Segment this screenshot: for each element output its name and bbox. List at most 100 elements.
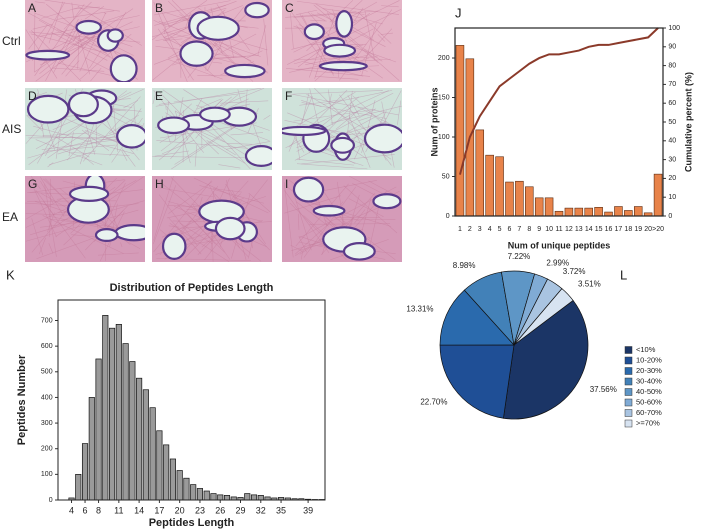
fiber xyxy=(70,152,130,156)
fiber xyxy=(38,237,46,255)
fiber xyxy=(218,164,241,169)
x-tick-label: 17 xyxy=(615,226,623,233)
fiber xyxy=(293,109,376,122)
fiber xyxy=(315,75,359,80)
bar xyxy=(574,207,584,217)
x-tick-label: 11 xyxy=(555,226,562,233)
gland xyxy=(244,1,270,19)
plot-frame xyxy=(57,299,326,501)
x-tick-label: 20 xyxy=(644,226,652,233)
cumulative-line xyxy=(458,27,659,175)
legend-label: 40-50% xyxy=(636,387,662,396)
histology-image: F xyxy=(282,88,402,170)
fiber xyxy=(293,56,378,61)
fiber xyxy=(33,125,134,154)
fiber xyxy=(32,23,53,30)
bar xyxy=(129,361,136,501)
fiber xyxy=(322,90,393,105)
y2-tick-label: 40 xyxy=(668,138,676,145)
fiber xyxy=(397,100,402,125)
fiber xyxy=(290,13,294,49)
fiber xyxy=(48,243,54,254)
fiber xyxy=(225,141,271,150)
fiber xyxy=(292,189,312,251)
bar xyxy=(190,484,197,501)
image-panel-label: I xyxy=(285,177,288,191)
fiber xyxy=(285,91,356,133)
histology-image: C xyxy=(282,0,402,82)
fiber xyxy=(301,154,395,165)
y-tick-label: 0 xyxy=(49,497,53,504)
bar xyxy=(455,45,465,217)
fiber xyxy=(35,139,103,166)
x-tick-label: 2 xyxy=(468,226,472,233)
fiber xyxy=(120,242,123,248)
gland xyxy=(106,28,124,43)
fiber xyxy=(237,89,242,103)
fiber xyxy=(153,1,188,82)
image-panel-label: B xyxy=(155,1,163,15)
gland xyxy=(292,176,325,203)
y2-tick-label: 30 xyxy=(668,156,676,163)
x-tick-label: 15 xyxy=(595,226,603,233)
fiber xyxy=(73,6,100,10)
bar xyxy=(653,173,663,217)
gland xyxy=(214,216,246,241)
fiber xyxy=(354,209,366,224)
y-tick-label: 150 xyxy=(438,94,450,101)
fiber xyxy=(27,12,110,58)
fiber xyxy=(84,129,118,143)
fiber xyxy=(153,19,167,27)
x-tick-label: 8 xyxy=(527,226,531,233)
bar xyxy=(475,129,485,217)
gland xyxy=(26,94,70,124)
fiber xyxy=(47,212,55,233)
fiber xyxy=(58,4,85,41)
fiber xyxy=(40,180,54,204)
bar xyxy=(217,494,224,501)
fiber xyxy=(297,213,300,230)
bar xyxy=(81,443,89,501)
y-tick-label: 600 xyxy=(41,343,53,350)
fiber xyxy=(193,177,269,214)
panel-label: J xyxy=(455,5,462,20)
y2-tick-label: 80 xyxy=(668,62,676,69)
bar xyxy=(505,181,514,217)
legend-label: 50-60% xyxy=(636,397,662,406)
fiber xyxy=(42,215,124,254)
fiber xyxy=(206,140,246,164)
fiber xyxy=(313,4,400,81)
fiber xyxy=(298,236,307,253)
fiber xyxy=(121,148,136,167)
bar xyxy=(594,207,603,217)
fiber xyxy=(283,182,294,258)
image-panel-label: H xyxy=(155,177,164,191)
y-tick-label: 0 xyxy=(446,213,450,220)
bar xyxy=(75,474,82,501)
legend-label: 30-40% xyxy=(636,376,662,385)
fiber xyxy=(348,28,374,43)
fiber xyxy=(327,12,339,37)
fiber xyxy=(358,115,373,121)
histology-image: H xyxy=(152,176,272,262)
gland xyxy=(303,23,325,41)
y2-tick-label: 10 xyxy=(668,194,676,201)
bar xyxy=(584,207,593,217)
y2-tick-label: 0 xyxy=(668,213,672,220)
fiber xyxy=(314,90,389,125)
x-tick-label: 23 xyxy=(195,505,205,515)
image-panel-label: C xyxy=(285,1,294,15)
fiber xyxy=(329,93,332,104)
pie-slice xyxy=(439,344,515,419)
bar xyxy=(244,493,251,501)
x-tick-label: 8 xyxy=(96,505,101,515)
fiber xyxy=(342,33,379,63)
value-label: 8.98% xyxy=(453,261,476,270)
bar xyxy=(95,358,102,501)
fiber xyxy=(227,143,253,145)
histology-image: D xyxy=(25,88,145,170)
legend-swatch xyxy=(624,419,633,428)
fiber xyxy=(377,34,385,42)
histology-image: B xyxy=(152,0,272,82)
